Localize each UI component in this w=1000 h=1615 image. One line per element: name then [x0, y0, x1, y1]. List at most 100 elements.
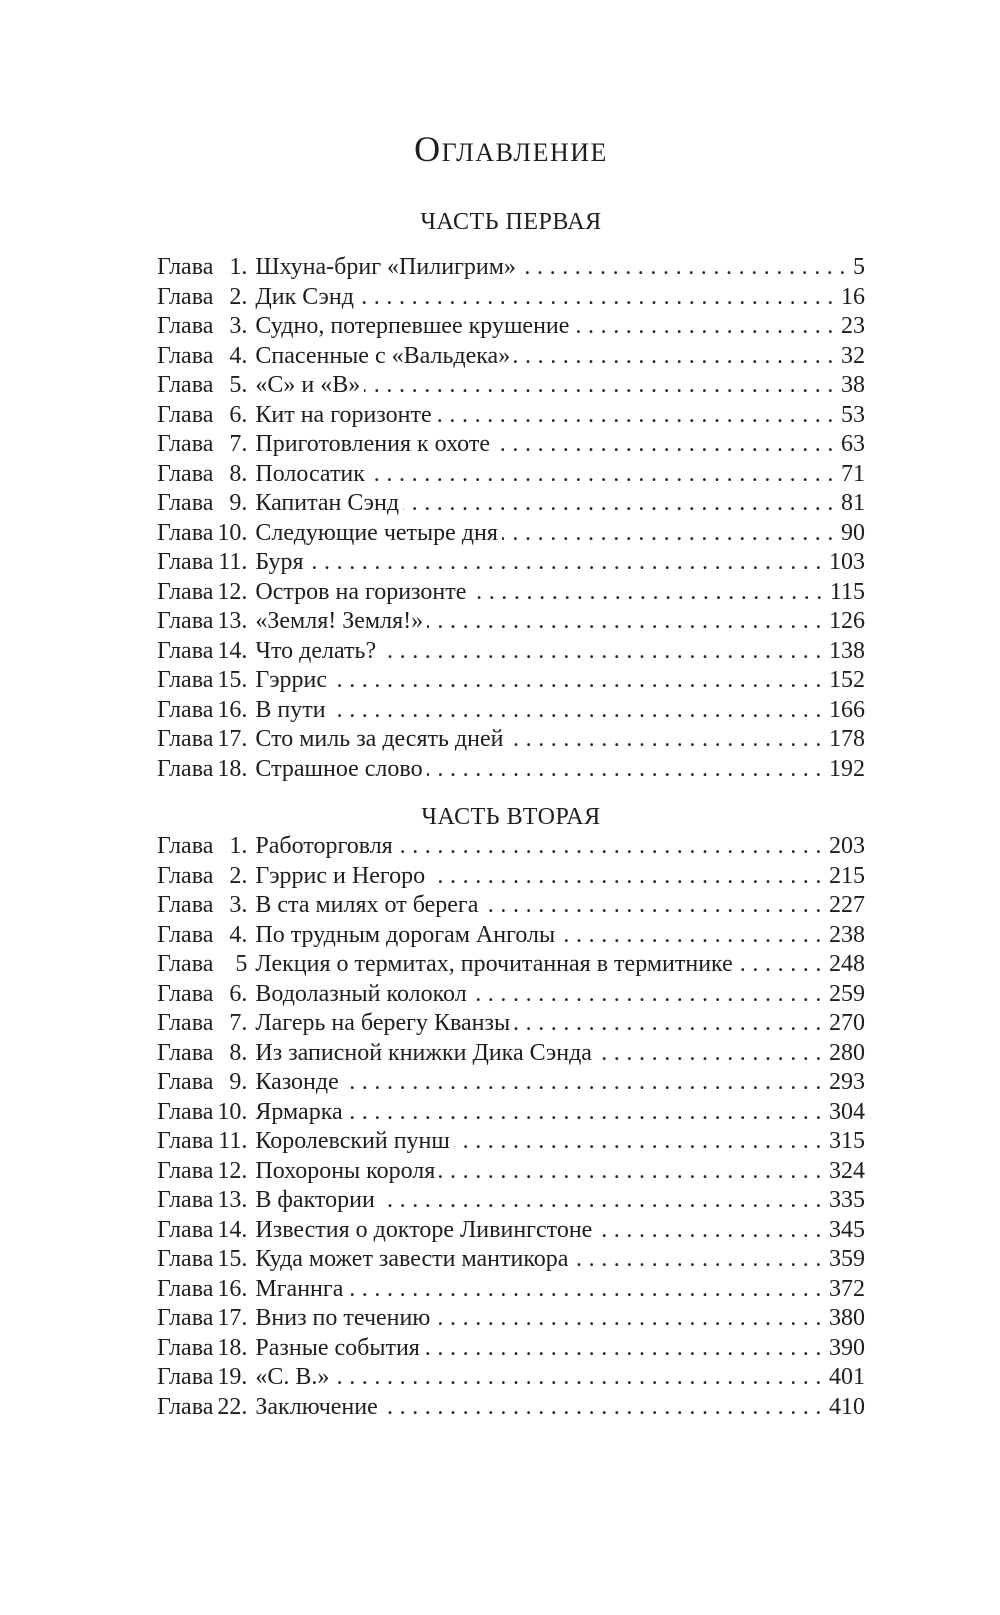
toc-entry: Глава 6. Кит на горизонте 53	[157, 401, 865, 431]
chapter-title: «С. В.»	[255, 1364, 330, 1390]
dot-leader	[520, 253, 852, 283]
chapter-number: 8.	[229, 1039, 248, 1066]
toc-entry: Глава 9. Казонде 293	[157, 1068, 865, 1098]
dot-leader	[514, 1009, 828, 1039]
chapter-label: Глава	[157, 1010, 214, 1036]
page-number: 203	[829, 833, 865, 859]
toc-entry: Глава 3. В ста милях от берега 227	[157, 891, 865, 921]
chapter-title: Куда может завести мантикора	[255, 1246, 569, 1272]
chapter-title: Лекция о термитах, прочитанная в термитн…	[255, 951, 733, 977]
page-number: 248	[829, 951, 865, 977]
chapter-label: Глава	[157, 519, 214, 546]
dot-leader	[379, 1186, 828, 1216]
dot-leader	[471, 980, 828, 1010]
dot-leader	[596, 1039, 828, 1069]
chapter-title: Спасенные с «Вальдека»	[255, 342, 511, 369]
page-number: 53	[841, 401, 865, 428]
page-title: Оглавление	[414, 129, 608, 169]
toc-entry: Глава 8. Полосатик 71	[157, 460, 865, 490]
chapter-number: 5	[235, 951, 248, 977]
chapter-number: 11.	[218, 549, 248, 575]
page-number: 115	[829, 578, 865, 605]
chapter-label: Глава	[157, 460, 214, 487]
chapter-title: Гэррис и Негоро	[255, 862, 426, 889]
toc-entry: Глава 9. Капитан Сэнд 81	[157, 489, 865, 519]
chapter-number: 9.	[229, 490, 248, 516]
dot-leader	[436, 401, 840, 431]
page-number: 238	[829, 921, 865, 948]
chapter-title: В пути	[255, 696, 326, 723]
chapter-label: Глава	[157, 862, 214, 889]
chapter-label: Глава	[157, 1305, 214, 1331]
chapter-number: 19.	[217, 1364, 248, 1390]
chapter-title: «Земля! Земля!»	[255, 608, 424, 634]
dot-leader	[382, 1393, 828, 1423]
toc: ЧАСТЬ ПЕРВАЯ Глава 1. Шхуна-бриг «Пилигрим»…	[157, 207, 865, 1422]
chapter-label: Глава	[157, 1246, 214, 1272]
chapter-label: Глава	[157, 1187, 214, 1213]
toc-entry: Глава 7. Лагерь на берегу Кванзы 270	[157, 1009, 865, 1039]
chapter-number: 9.	[229, 1069, 248, 1095]
dot-leader	[424, 1334, 828, 1364]
chapter-number: 7.	[229, 1010, 248, 1036]
chapter-label: Глава	[157, 283, 214, 310]
chapter-number: 15.	[217, 1246, 248, 1272]
page-number: 90	[841, 519, 865, 546]
chapter-title: Капитан Сэнд	[255, 490, 400, 516]
chapter-title: Похороны короля	[255, 1157, 436, 1184]
page-number: 215	[829, 862, 865, 889]
page-number: 359	[829, 1246, 865, 1272]
chapter-label: Глава	[157, 755, 214, 782]
chapter-number: 14.	[217, 1216, 248, 1243]
chapter-title: В ста милях от берега	[255, 892, 479, 918]
page-number: 280	[829, 1039, 865, 1066]
chapter-number: 18.	[217, 1334, 248, 1361]
chapter-title: Работорговля	[255, 833, 393, 859]
page-number: 152	[829, 667, 865, 693]
dot-leader	[403, 489, 840, 519]
part-heading: ЧАСТЬ ПЕРВАЯ	[420, 209, 602, 235]
chapter-title: Сто миль за десять дней	[255, 726, 504, 752]
chapter-title: Дик Сэнд	[255, 283, 354, 310]
chapter-label: Глава	[157, 696, 214, 723]
page-number: 63	[841, 431, 865, 457]
page-number: 138	[829, 637, 865, 664]
chapter-label: Глава	[157, 951, 214, 977]
dot-leader	[380, 637, 828, 667]
page-number: 372	[829, 1275, 865, 1302]
toc-entry: Глава 4. Спасенные с «Вальдека» 32	[157, 342, 865, 372]
chapter-label: Глава	[157, 921, 214, 948]
chapter-number: 3.	[229, 892, 248, 918]
chapter-title: Королевский пунш	[255, 1128, 450, 1154]
page-number: 410	[829, 1393, 865, 1420]
chapter-title: Остров на горизонте	[255, 578, 467, 605]
chapter-number: 16.	[217, 1275, 248, 1302]
toc-entry: Глава 2. Дик Сэнд 16	[157, 283, 865, 313]
chapter-number: 10.	[217, 519, 248, 546]
chapter-title: Лагерь на берегу Кванзы	[255, 1010, 511, 1036]
chapter-label: Глава	[157, 313, 214, 339]
toc-list: Глава 1. Шхуна-бриг «Пилигрим» 5 Глава 2. Дик …	[157, 253, 865, 784]
chapter-title: Полосатик	[255, 460, 365, 487]
page-number: 324	[829, 1157, 865, 1184]
chapter-title: Кит на горизонте	[255, 401, 432, 428]
chapter-title: В фактории	[255, 1187, 375, 1213]
dot-leader	[482, 891, 828, 921]
toc-entry: Глава 8. Из записной книжки Дика Сэнда 280	[157, 1039, 865, 1069]
dot-leader	[308, 548, 828, 578]
chapter-title: Ярмарка	[255, 1098, 343, 1125]
dot-leader	[502, 519, 840, 549]
chapter-label: Глава	[157, 1039, 214, 1066]
dot-leader	[343, 1068, 828, 1098]
chapter-label: Глава	[157, 401, 214, 428]
chapter-label: Глава	[157, 892, 214, 918]
